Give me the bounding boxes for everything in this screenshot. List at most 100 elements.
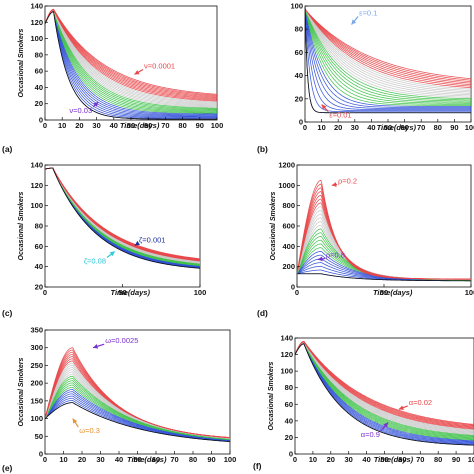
x-tick-label: 10	[58, 121, 66, 130]
series-line-17	[295, 341, 474, 434]
series-line-27	[295, 340, 474, 426]
annotation-label: ε=0.01	[329, 111, 351, 120]
y-axis-label: Occasional Smokers	[268, 361, 275, 430]
series-line-9	[305, 6, 471, 105]
x-tick-label: 50	[127, 121, 135, 130]
series-line-4	[305, 6, 471, 111]
x-tick-label: 0	[43, 121, 47, 130]
x-tick-label: 40	[367, 123, 375, 132]
series-line-5	[305, 6, 471, 109]
series-line-reference	[45, 167, 200, 269]
x-tick-label: 70	[417, 123, 425, 132]
series-line-3	[45, 11, 217, 119]
series-line-24	[305, 8, 471, 86]
annotation-arrowhead	[317, 256, 323, 262]
y-tick-label: 150	[30, 396, 43, 405]
y-tick-label: 350	[30, 326, 43, 335]
series-line-22	[295, 341, 474, 430]
chart-panel-4: 050100020040060080010001200Time(days)Occ…	[257, 161, 474, 319]
series-line-17	[305, 7, 471, 96]
x-tick-label: 70	[416, 455, 424, 464]
annotation-label: ρ=0.2	[338, 176, 357, 185]
series-line-18	[45, 9, 217, 107]
y-tick-label: 80	[285, 383, 293, 392]
series-line-28	[295, 340, 474, 425]
series-line-12	[45, 10, 217, 112]
series-line-23	[45, 9, 217, 102]
y-tick-label: 120	[30, 181, 43, 190]
x-tick-label: 50	[380, 455, 388, 464]
x-tick-label: 70	[170, 455, 178, 464]
panel-label: (c)	[2, 308, 13, 318]
x-tick-label: 10	[59, 455, 67, 464]
x-axis-label: Time(days)	[377, 123, 417, 132]
x-tick-label: 60	[152, 455, 160, 464]
series-line-7	[305, 6, 471, 107]
x-axis-label: Time(days)	[111, 288, 151, 297]
x-tick-label: 100	[194, 288, 207, 297]
series-line-24	[45, 9, 217, 101]
series-line-18	[305, 8, 471, 94]
series-line-13	[305, 7, 471, 101]
series-line-11	[295, 342, 474, 439]
y-tick-label: 40	[35, 83, 43, 92]
annotation-arrowhead	[321, 104, 327, 110]
y-axis-label: Occasional Smokers	[18, 28, 25, 97]
series-line-13	[45, 10, 217, 111]
series-line-3	[295, 343, 474, 445]
x-tick-label: 100	[465, 288, 474, 297]
series-line-13	[295, 342, 474, 437]
annotation-label: ε=0.1	[359, 8, 377, 17]
y-tick-label: 1200	[278, 161, 295, 170]
series-line-12	[305, 7, 471, 102]
series-line-10	[305, 7, 471, 104]
series-line-reference	[295, 343, 474, 446]
x-tick-label: 80	[178, 121, 186, 130]
series-line-17	[45, 9, 217, 107]
series-line-14	[45, 10, 217, 110]
y-tick-label: 20	[295, 94, 303, 103]
panel-label: (b)	[257, 144, 268, 154]
y-tick-label: 50	[35, 432, 43, 441]
series-group	[297, 179, 471, 282]
y-tick-label: 100	[280, 367, 293, 376]
series-line-26	[305, 8, 471, 83]
series-line-26	[295, 341, 474, 427]
x-tick-label: 10	[309, 455, 317, 464]
annotation-arrowhead	[109, 251, 115, 257]
series-line-26	[297, 179, 471, 280]
series-line-20	[295, 341, 474, 432]
chart-panel-2: 0 10 20 30 40 50 60 70 80 90 100 0 20 40 60 80 100 Time(d…	[257, 2, 474, 155]
series-line-12	[295, 342, 474, 438]
x-tick-label: 100	[211, 121, 224, 130]
series-group	[45, 8, 217, 120]
x-tick-label: 80	[434, 123, 442, 132]
series-line-19	[45, 9, 217, 106]
series-line-29	[45, 8, 217, 96]
series-line-9	[45, 10, 217, 114]
y-tick-label: 0	[39, 116, 43, 125]
x-tick-label: 0	[293, 455, 297, 464]
annotation-label: ω=0.3	[79, 426, 100, 435]
series-line-26	[45, 9, 217, 99]
y-tick-label: 600	[282, 222, 295, 231]
series-line-10	[45, 10, 217, 113]
chart-panel-3: 0 50 100 20 40 60 80 100 120 140 Time(days) Occasio…	[2, 161, 206, 319]
series-line-10	[295, 342, 474, 439]
annotation-label: ζ=0.001	[139, 235, 165, 244]
x-tick-label: 20	[78, 455, 86, 464]
annotation-arrowhead	[134, 70, 140, 75]
series-line-15	[45, 10, 217, 109]
annotation-arrowhead	[383, 422, 389, 428]
x-tick-label: 50	[380, 288, 388, 297]
annotation-arrowhead	[398, 405, 404, 410]
annotation-label: ν=0.03	[69, 106, 92, 115]
y-tick-label: 100	[30, 201, 43, 210]
panel-label: (f)	[253, 461, 262, 471]
series-line-19	[305, 8, 471, 93]
x-tick-label: 30	[92, 121, 100, 130]
y-tick-label: 140	[30, 2, 43, 11]
y-axis-label: Occasional Smokers	[18, 191, 25, 260]
y-tick-label: 80	[35, 222, 43, 231]
panel-label: (e)	[2, 463, 13, 473]
